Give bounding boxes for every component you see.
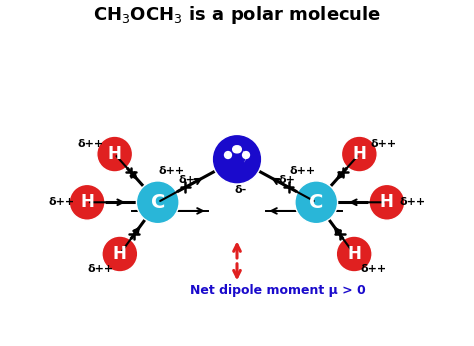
Circle shape xyxy=(295,181,337,224)
Text: δ++: δ++ xyxy=(77,139,104,149)
Circle shape xyxy=(369,184,405,220)
Text: δ++: δ++ xyxy=(48,197,74,207)
Text: C: C xyxy=(151,193,165,212)
Polygon shape xyxy=(217,151,248,174)
Circle shape xyxy=(212,134,262,184)
Circle shape xyxy=(235,146,241,153)
Text: H: H xyxy=(347,245,361,263)
Circle shape xyxy=(225,152,231,158)
Text: δ++: δ++ xyxy=(370,139,397,149)
Text: H: H xyxy=(352,145,366,163)
Text: δ++: δ++ xyxy=(400,197,426,207)
Text: O: O xyxy=(228,149,246,169)
Text: δ++: δ++ xyxy=(158,166,184,176)
Text: δ-: δ- xyxy=(234,185,246,195)
Circle shape xyxy=(69,184,105,220)
Text: H: H xyxy=(380,193,394,211)
Circle shape xyxy=(102,236,138,272)
Text: H: H xyxy=(113,245,127,263)
Circle shape xyxy=(97,136,133,172)
Circle shape xyxy=(233,146,239,153)
Text: Net dipole moment μ > 0: Net dipole moment μ > 0 xyxy=(191,284,366,297)
Text: δ+: δ+ xyxy=(179,175,195,185)
Text: δ+: δ+ xyxy=(279,175,295,185)
Text: C: C xyxy=(309,193,323,212)
Circle shape xyxy=(341,136,377,172)
Text: δ++: δ++ xyxy=(88,264,114,274)
Text: δ++: δ++ xyxy=(360,264,386,274)
Polygon shape xyxy=(219,141,248,167)
Text: H: H xyxy=(80,193,94,211)
Circle shape xyxy=(137,181,179,224)
Circle shape xyxy=(336,236,372,272)
Text: CH$_3$OCH$_3$ is a polar molecule: CH$_3$OCH$_3$ is a polar molecule xyxy=(93,4,381,26)
Text: H: H xyxy=(108,145,122,163)
Circle shape xyxy=(243,152,249,158)
Text: δ++: δ++ xyxy=(290,166,316,176)
